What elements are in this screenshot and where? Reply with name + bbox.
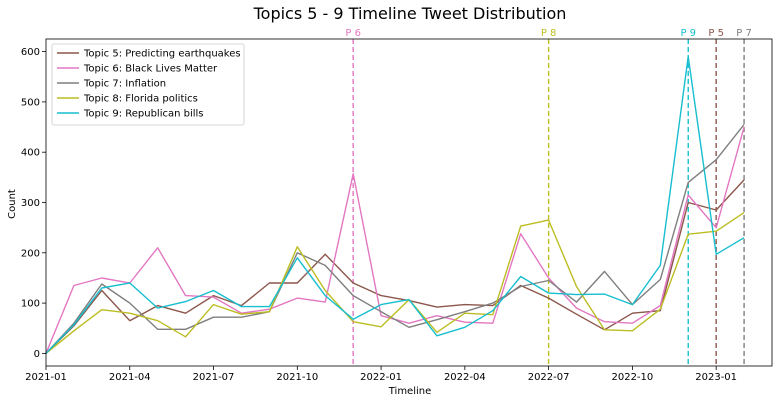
legend-entry: Topic 8: Florida politics [83,94,198,105]
peak-label: P 6 [345,28,361,39]
x-axis-ticks: 2021-01 2021-04 2021-07 2021-10 2022-01 2022-… [25,366,737,383]
x-tick-label: 2022-10 [611,372,653,383]
x-tick-label: 2021-04 [109,372,151,383]
legend-entry: Topic 5: Predicting earthquakes [83,49,241,60]
x-tick-label: 2022-01 [360,372,402,383]
x-tick-label: 2021-10 [276,372,318,383]
chart-title: Topics 5 - 9 Timeline Tweet Distribution [253,4,567,23]
y-tick-label: 200 [21,248,40,259]
y-axis-label: Count [7,189,18,219]
peak-label: P 5 [708,28,724,39]
series-line [45,212,745,354]
x-tick-label: 2021-01 [25,372,67,383]
legend-entry: Topic 6: Black Lives Matter [83,64,218,75]
y-tick-label: 500 [21,97,40,108]
legend-box [51,43,245,126]
y-axis-ticks: 0 100 200 300 400 500 600 [21,47,46,360]
peak-label: P 7 [736,28,752,39]
series-lines [45,55,745,354]
x-tick-label: 2021-07 [193,372,235,383]
legend: Topic 5: Predicting earthquakes Topic 6: … [51,43,245,126]
peak-label: P 9 [680,28,696,39]
x-tick-label: 2022-07 [528,372,570,383]
x-tick-label: 2022-04 [444,372,486,383]
y-tick-label: 400 [21,148,40,159]
peak-label: P 8 [541,28,557,39]
y-tick-label: 100 [21,299,40,310]
series-line [45,124,745,354]
y-tick-label: 600 [21,47,40,58]
y-tick-label: 0 [34,349,40,360]
x-axis-label: Timeline [388,386,432,397]
legend-entry: Topic 9: Republican bills [83,109,204,120]
legend-entry: Topic 7: Inflation [83,79,166,90]
series-line [45,55,745,354]
x-tick-label: 2023-01 [695,372,737,383]
y-tick-label: 300 [21,198,40,209]
